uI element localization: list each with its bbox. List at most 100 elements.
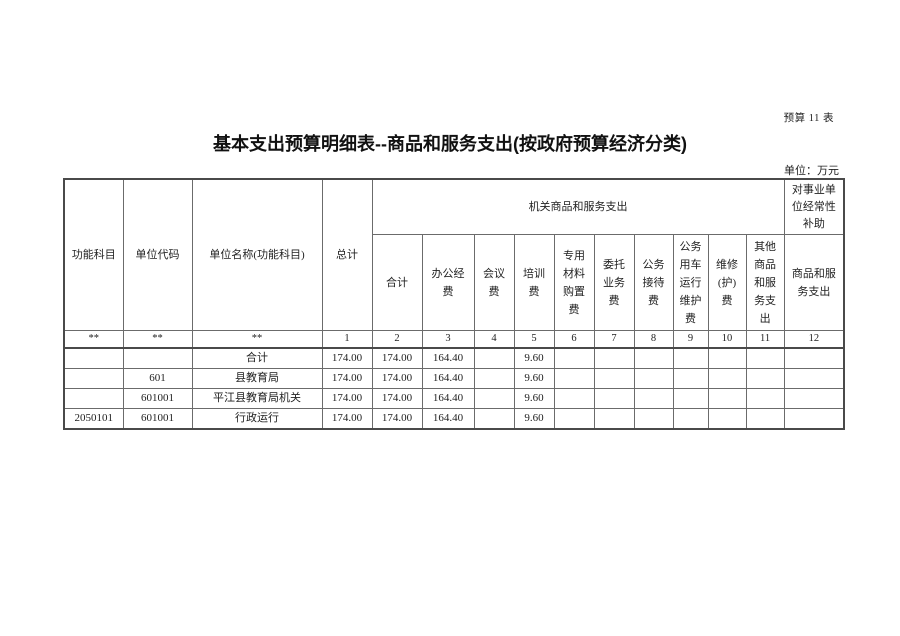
- header-function-subject: 功能科目: [63, 178, 124, 331]
- header-office-expense: 办公经费: [421, 234, 475, 331]
- data-cell: [672, 408, 709, 430]
- header-special-materials-fee: 专用材料购置费: [553, 234, 595, 331]
- data-cell: 174.00: [371, 408, 423, 430]
- header-repair-fee: 维修(护)费: [707, 234, 747, 331]
- data-cell: 9.60: [513, 408, 555, 430]
- data-cell: 164.40: [421, 368, 475, 389]
- data-cell: [553, 368, 595, 389]
- data-cell: 174.00: [371, 368, 423, 389]
- data-cell: 174.00: [321, 388, 373, 409]
- header-official-vehicle-fee: 公务用车运行维护费: [672, 234, 709, 331]
- column-number: 4: [473, 330, 515, 349]
- data-cell: [473, 408, 515, 430]
- data-cell: [707, 347, 747, 369]
- header-row-subcolumns: 合计 办公经费 会议费 培训费 专用材料购置费 委托业务费 公务接待费 公务用车…: [64, 234, 845, 331]
- data-cell: [707, 388, 747, 409]
- data-cell: 9.60: [513, 388, 555, 409]
- data-cell: 164.40: [421, 408, 475, 430]
- data-cell: [745, 408, 785, 430]
- row-unit-name: 行政运行: [191, 408, 323, 430]
- data-cell: 174.00: [321, 347, 373, 369]
- doc-number-label: 预算 11 表: [783, 113, 834, 124]
- row-function-code: [63, 347, 124, 369]
- data-cell: [593, 408, 635, 430]
- data-cell: [783, 388, 845, 409]
- data-cell: [745, 347, 785, 369]
- column-number-row: ** ** ** 1 2 3 4 5 6 7 8 9 10 11 12: [63, 330, 845, 349]
- header-entrusted-business-fee: 委托业务费: [593, 234, 635, 331]
- row-unit-code: [122, 347, 193, 369]
- header-conference-fee: 会议费: [473, 234, 515, 331]
- data-cell: 164.40: [421, 347, 475, 369]
- data-cell: [593, 347, 635, 369]
- header-other-goods-services: 其他商品和服务支出: [745, 234, 785, 331]
- column-number: 7: [593, 330, 635, 349]
- data-cell: [633, 388, 674, 409]
- data-cell: [553, 347, 595, 369]
- row-unit-code: 601001: [122, 388, 193, 409]
- header-group-institution-subsidy: 对事业单位经常性补助: [783, 178, 845, 235]
- data-cell: [745, 368, 785, 389]
- budget-table: 功能科目 单位代码 单位名称(功能科目) 总计 机关商品和服务支出 对事业单位经…: [63, 178, 846, 430]
- header-group-org-goods-services: 机关商品和服务支出: [371, 178, 785, 235]
- row-unit-code: 601: [122, 368, 193, 389]
- row-unit-name: 县教育局: [191, 368, 323, 389]
- column-number: 6: [553, 330, 595, 349]
- data-cell: [633, 368, 674, 389]
- header-row-groups: 功能科目 单位代码 单位名称(功能科目) 总计 机关商品和服务支出 对事业单位经…: [63, 178, 845, 331]
- row-unit-name: 平江县教育局机关: [191, 388, 323, 409]
- column-number: 12: [783, 330, 845, 349]
- row-function-code: [63, 368, 124, 389]
- column-number: 9: [672, 330, 709, 349]
- header-grand-total: 总计: [321, 178, 373, 331]
- data-cell: [473, 388, 515, 409]
- header-official-reception-fee: 公务接待费: [633, 234, 674, 331]
- column-number: 3: [421, 330, 475, 349]
- data-cell: [633, 408, 674, 430]
- data-cell: [783, 408, 845, 430]
- header-unit-code: 单位代码: [122, 178, 193, 331]
- unit-note: 单位：万元: [784, 165, 839, 177]
- column-number: 11: [745, 330, 785, 349]
- data-cell: [473, 347, 515, 369]
- column-number: 5: [513, 330, 555, 349]
- row-function-code: 2050101: [63, 408, 124, 430]
- data-cell: [783, 368, 845, 389]
- data-cell: [553, 388, 595, 409]
- data-cell: 9.60: [513, 347, 555, 369]
- table-row-bureau-organ: 601001 平江县教育局机关 174.00 174.00 164.40 9.6…: [63, 388, 845, 409]
- column-number: **: [191, 330, 323, 349]
- page-title: 基本支出预算明细表--商品和服务支出(按政府预算经济分类): [213, 134, 687, 154]
- data-cell: [633, 347, 674, 369]
- column-number: 10: [707, 330, 747, 349]
- column-number: **: [122, 330, 193, 349]
- data-cell: [707, 408, 747, 430]
- row-unit-code: 601001: [122, 408, 193, 430]
- header-unit-name: 单位名称(功能科目): [191, 178, 323, 331]
- data-cell: [672, 388, 709, 409]
- data-cell: [593, 368, 635, 389]
- data-cell: [783, 347, 845, 369]
- data-cell: 174.00: [321, 408, 373, 430]
- row-unit-name: 合计: [191, 347, 323, 369]
- table-row-total: 合计 174.00 174.00 164.40 9.60: [63, 347, 845, 369]
- header-training-fee: 培训费: [513, 234, 555, 331]
- data-cell: [672, 368, 709, 389]
- column-number: 1: [321, 330, 373, 349]
- data-cell: 174.00: [321, 368, 373, 389]
- data-cell: 164.40: [421, 388, 475, 409]
- column-number: **: [63, 330, 124, 349]
- data-cell: [672, 347, 709, 369]
- data-cell: 174.00: [371, 388, 423, 409]
- column-number: 8: [633, 330, 674, 349]
- header-sum: 合计: [371, 234, 423, 331]
- column-number: 2: [371, 330, 423, 349]
- data-cell: [593, 388, 635, 409]
- row-function-code: [63, 388, 124, 409]
- data-cell: [707, 368, 747, 389]
- table-row-admin-operation: 2050101 601001 行政运行 174.00 174.00 164.40…: [63, 408, 845, 430]
- header-subsidy-goods-services: 商品和服务支出: [783, 234, 845, 331]
- table-row-county-bureau: 601 县教育局 174.00 174.00 164.40 9.60: [63, 368, 845, 389]
- data-cell: [745, 388, 785, 409]
